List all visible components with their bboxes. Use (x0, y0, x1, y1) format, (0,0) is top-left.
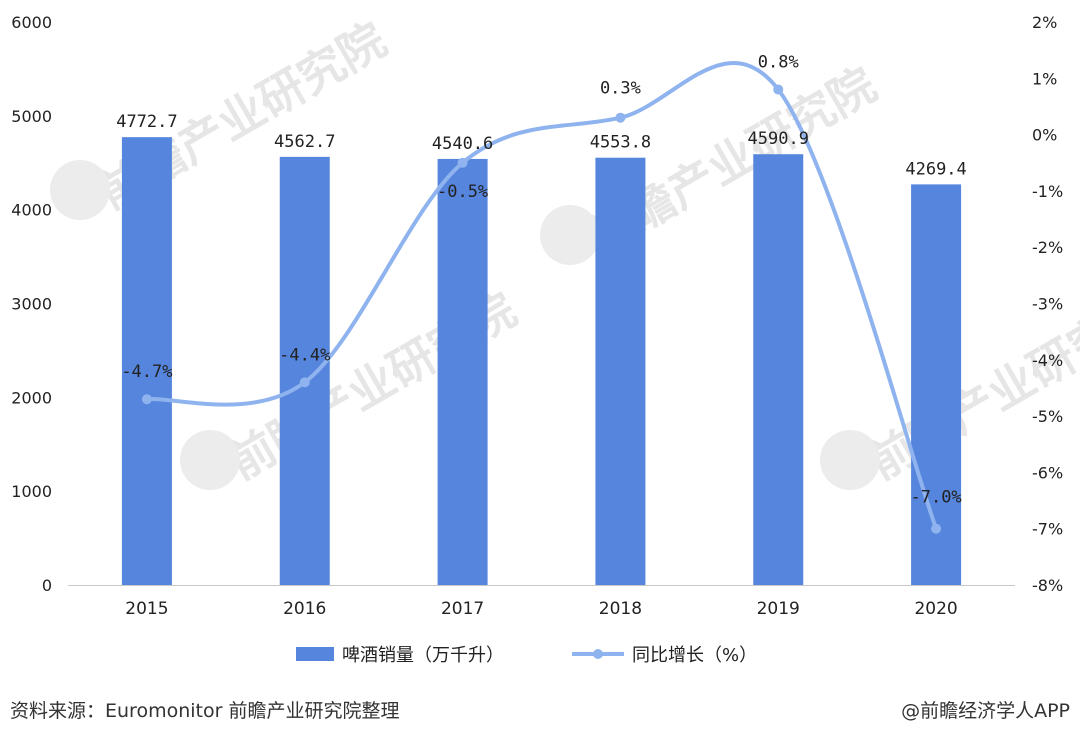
growth-point (141, 394, 152, 405)
right-axis-tick-label: 0% (1032, 126, 1057, 145)
axes: 0 1000 2000 3000 4000 5000 6000 -8% -7% -6% -5% -4%… (11, 13, 1063, 619)
line-value-label: -0.5% (437, 182, 488, 202)
bar-value-label: 4269.4 (905, 159, 966, 179)
right-axis-tick-label: -1% (1032, 182, 1063, 201)
left-axis-tick-label: 4000 (11, 201, 52, 220)
legend-bar-swatch (296, 647, 334, 661)
right-axis-tick-label: -4% (1032, 351, 1063, 370)
x-axis-tick-label: 2020 (914, 599, 957, 619)
source-note: 资料来源：Euromonitor 前瞻产业研究院整理 (10, 700, 400, 722)
line-value-label: 0.3% (600, 79, 641, 99)
credit-note: @前瞻经济学人APP (901, 700, 1070, 722)
right-axis-tick-label: -8% (1032, 576, 1063, 595)
right-axis-tick-label: 2% (1032, 13, 1057, 32)
growth-point (773, 84, 784, 95)
bar (121, 137, 172, 585)
left-axis-tick-label: 5000 (11, 107, 52, 126)
line-value-label: -4.4% (279, 345, 330, 365)
line-value-label: -4.7% (121, 362, 172, 382)
left-axis-tick-label: 2000 (11, 388, 52, 407)
bar (595, 157, 646, 585)
right-axis-tick-label: -7% (1032, 520, 1063, 539)
legend-line-marker (593, 649, 603, 659)
legend-line-label: 同比增长（%） (632, 645, 757, 666)
x-axis-tick-label: 2015 (125, 599, 168, 619)
growth-point (931, 523, 942, 534)
left-axis-tick-label: 6000 (11, 13, 52, 32)
bar-value-label: 4562.7 (274, 132, 335, 152)
x-axis-tick-label: 2019 (757, 599, 800, 619)
data-labels: 4772.7 4562.7 4540.6 4553.8 4590.9 4269.4 -4.7… (116, 53, 967, 508)
bar-value-label: 4553.8 (590, 133, 651, 153)
x-axis-tick-label: 2017 (441, 599, 484, 619)
line-value-label: 0.8% (758, 53, 799, 73)
legend: 啤酒销量（万千升） 同比增长（%） (296, 645, 757, 666)
bar (437, 158, 488, 585)
bar-value-label: 4540.6 (432, 134, 493, 154)
bar (911, 184, 962, 585)
bar (279, 156, 330, 586)
left-axis-tick-label: 3000 (11, 295, 52, 314)
watermark-logo-icon (50, 160, 110, 220)
right-axis-tick-label: 1% (1032, 69, 1057, 88)
watermark-logo-icon (540, 205, 600, 265)
watermark-logo-icon (820, 430, 880, 490)
bar (753, 154, 804, 585)
growth-point (615, 112, 626, 123)
right-axis-tick-label: -6% (1032, 463, 1063, 482)
right-axis-tick-label: -5% (1032, 407, 1063, 426)
growth-point (299, 377, 310, 388)
growth-point (457, 157, 468, 168)
right-axis-tick-label: -2% (1032, 238, 1063, 257)
left-axis-tick-label: 1000 (11, 482, 52, 501)
bar-value-label: 4772.7 (116, 112, 177, 132)
bar-series (121, 137, 962, 586)
legend-bar-label: 啤酒销量（万千升） (342, 645, 504, 666)
x-axis-tick-label: 2016 (283, 599, 326, 619)
right-axis-tick-label: -3% (1032, 295, 1063, 314)
watermark-logo-icon (180, 430, 240, 490)
x-axis-tick-label: 2018 (599, 599, 642, 619)
bar-value-label: 4590.9 (748, 129, 809, 149)
left-axis-tick-label: 0 (42, 576, 52, 595)
line-value-label: -7.0% (910, 488, 961, 508)
line-series (141, 61, 942, 534)
